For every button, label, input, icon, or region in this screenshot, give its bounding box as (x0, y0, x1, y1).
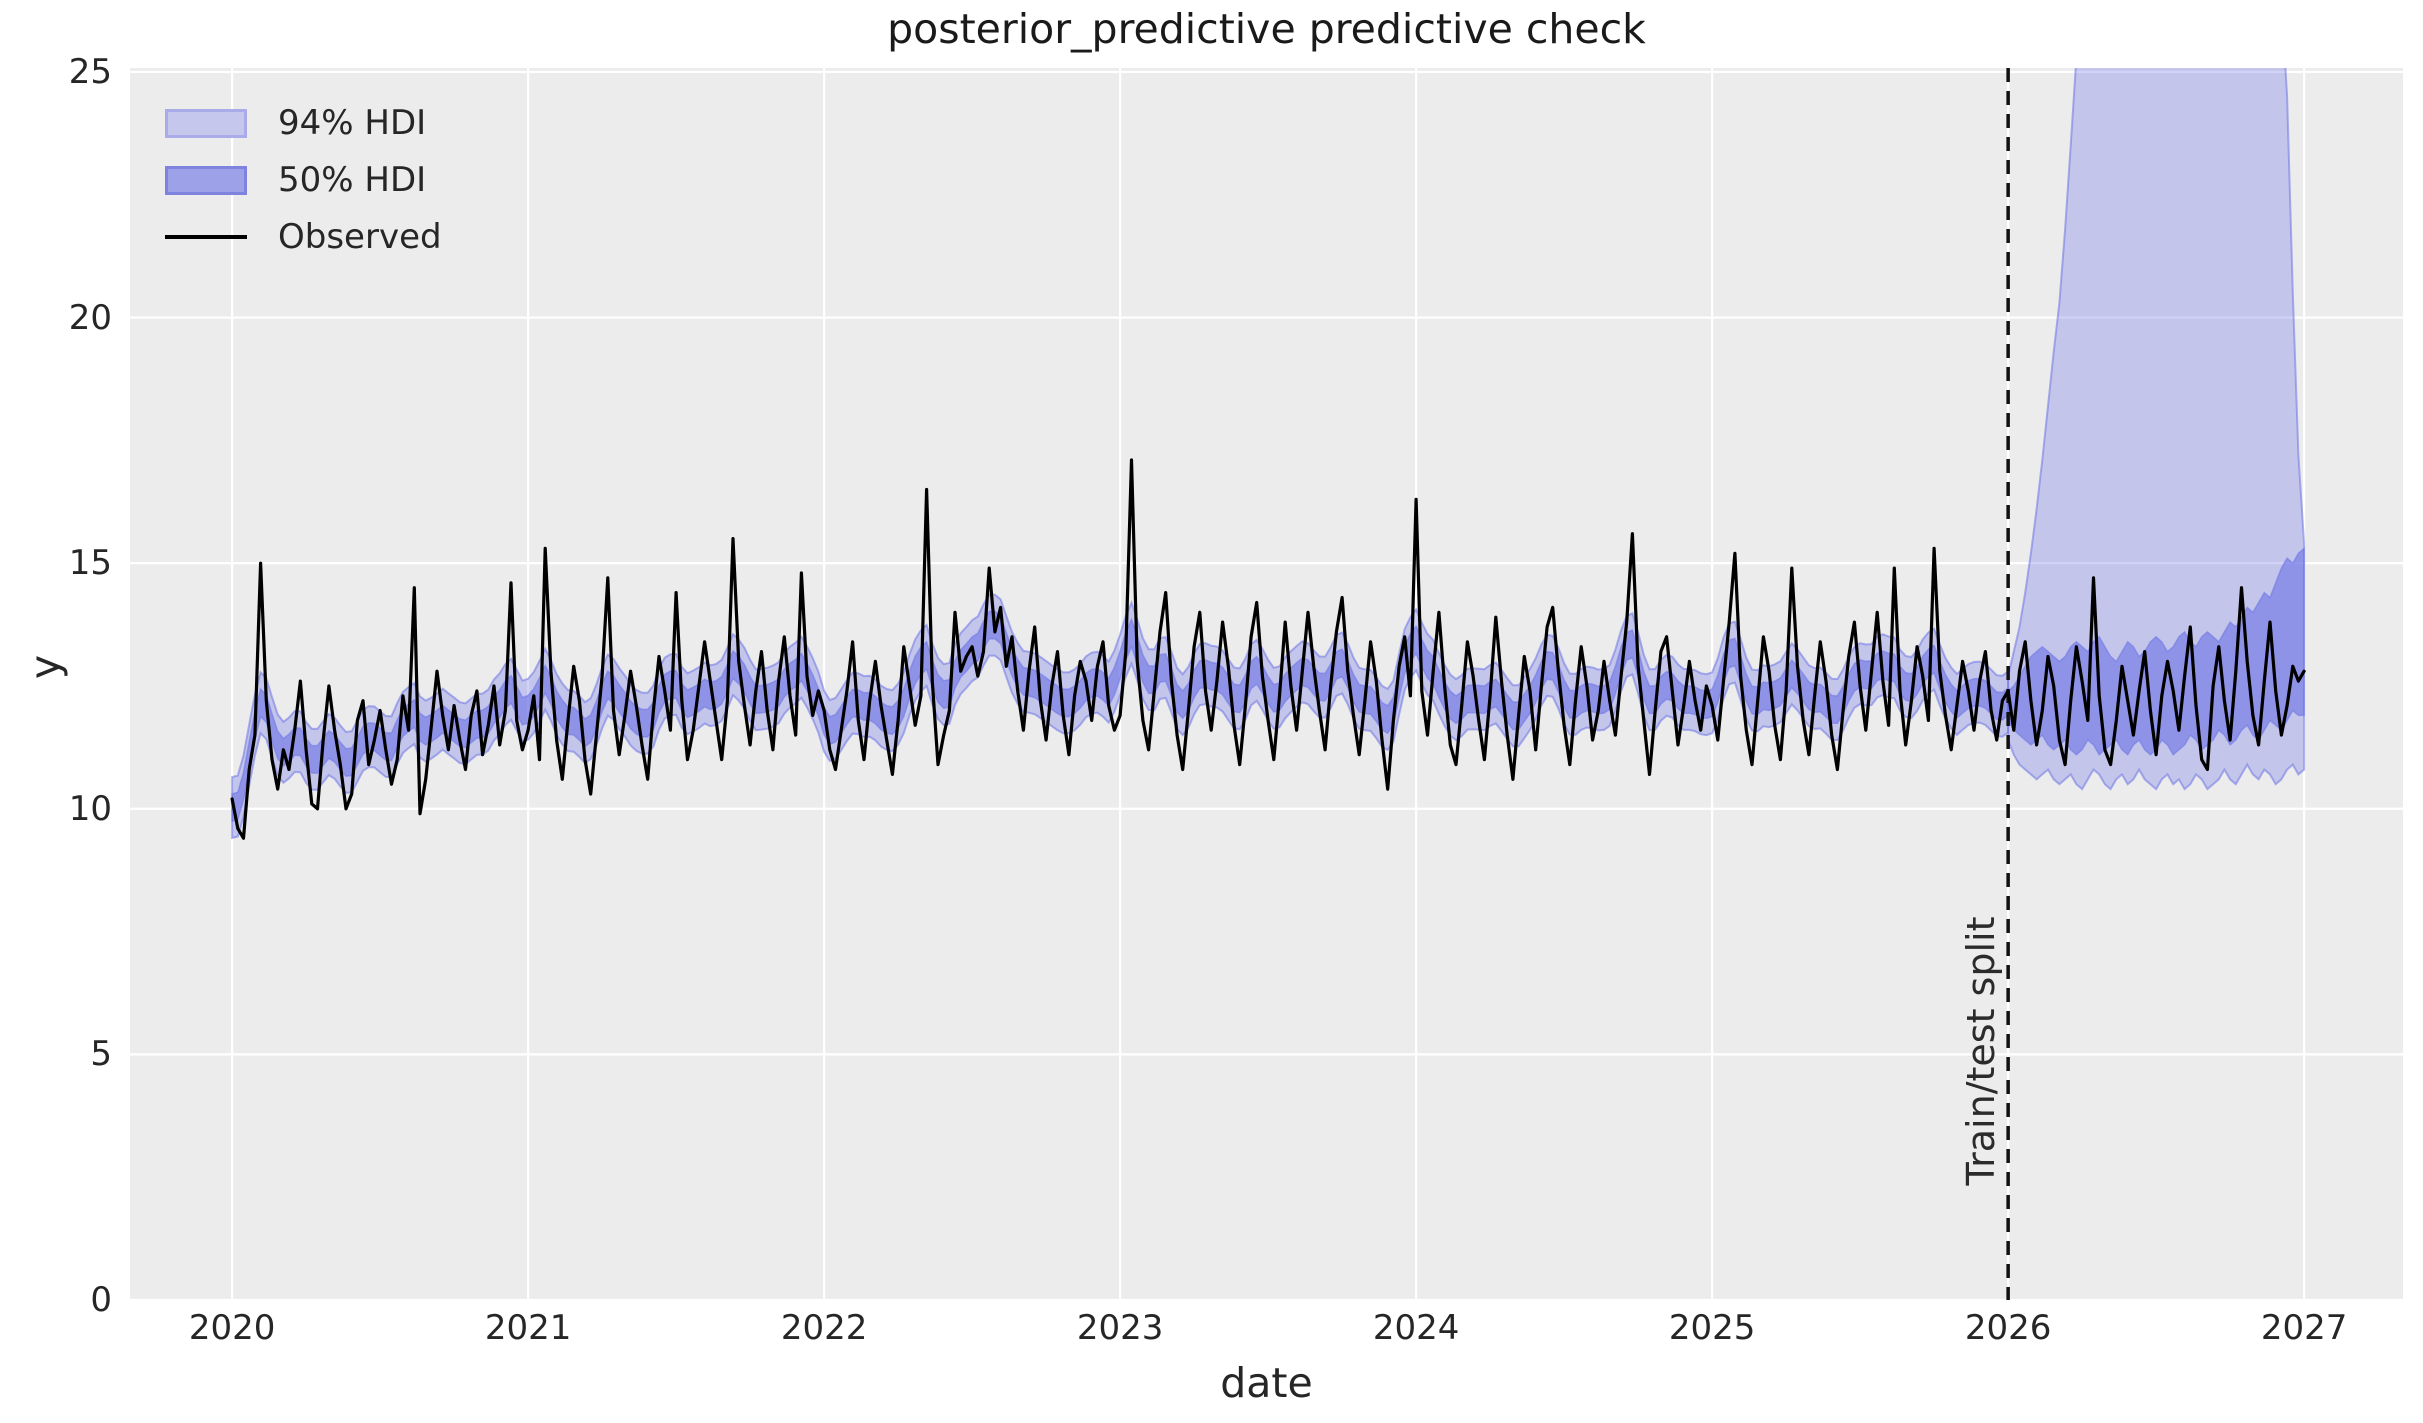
x-tick-label: 2024 (1372, 1308, 1460, 1348)
y-axis-label: y (21, 654, 69, 680)
observed-line (230, 458, 2306, 840)
legend-entry-94-hdi: 94% HDI (165, 104, 442, 142)
x-tick-label: 2020 (188, 1308, 276, 1348)
y-tick-label: 25 (68, 51, 112, 92)
hdi50-swatch (165, 165, 247, 195)
x-axis-label: date (1220, 1359, 1313, 1407)
chart-title: posterior_predictive predictive check (887, 5, 1646, 53)
y-tick-label: 0 (90, 1280, 112, 1320)
chart-series-group (230, 68, 2306, 1300)
x-tick-label: 2027 (2260, 1308, 2348, 1348)
x-tick-label: 2022 (780, 1308, 868, 1348)
x-tick-label: 2026 (1964, 1308, 2052, 1348)
hdi94-band-test (2007, 68, 2306, 791)
hdi94-swatch (165, 108, 247, 138)
y-tick-label: 15 (68, 543, 112, 584)
legend-entry-observed: Observed (165, 218, 442, 256)
train-test-split-label: Train/test split (1959, 916, 2003, 1186)
legend: 94% HDI 50% HDI Observed (165, 104, 442, 275)
x-tick-label: 2025 (1668, 1308, 1756, 1348)
legend-label-observed: Observed (278, 217, 442, 257)
y-tick-label: 20 (68, 297, 112, 338)
y-tick-label: 5 (90, 1034, 112, 1075)
observed-line-swatch (165, 235, 247, 239)
legend-entry-50-hdi: 50% HDI (165, 161, 442, 199)
x-tick-label: 2023 (1076, 1308, 1164, 1348)
legend-label-50-hdi: 50% HDI (278, 160, 427, 200)
hdi50-band-test (2007, 546, 2305, 756)
y-tick-label: 10 (68, 788, 112, 829)
legend-label-94-hdi: 94% HDI (278, 103, 427, 143)
x-tick-label: 2021 (484, 1308, 572, 1348)
